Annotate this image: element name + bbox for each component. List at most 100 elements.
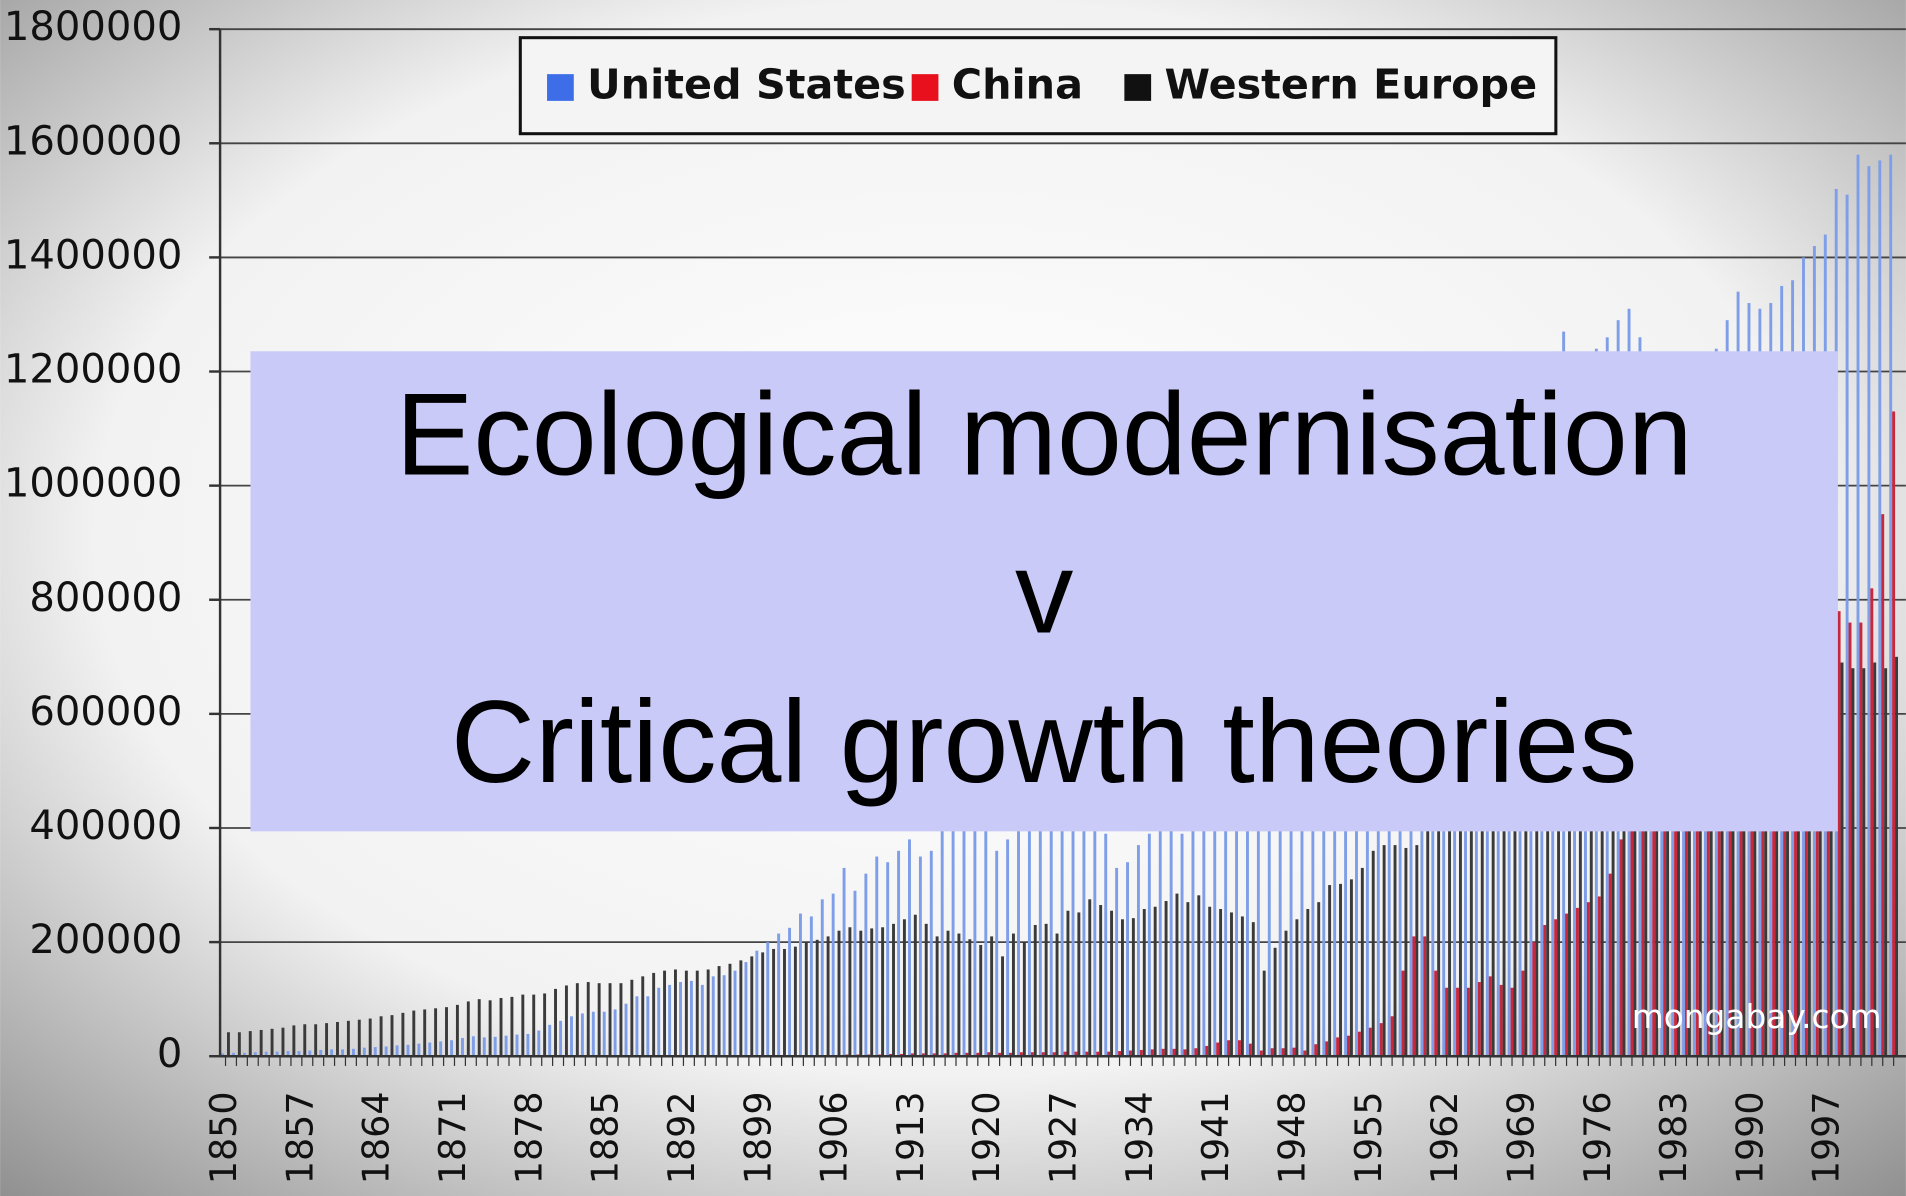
bar [804,942,808,1057]
bar [1546,685,1550,1057]
bar [1128,1050,1132,1057]
bar [924,923,928,1057]
bar [1401,970,1405,1057]
x-tick-label: 1934 [1118,1091,1161,1184]
bar [1586,902,1590,1057]
bar [1248,1043,1252,1057]
bar [1289,702,1293,1057]
legend-swatch [1124,74,1152,101]
bar [1565,913,1569,1057]
bar [820,899,824,1057]
bar [864,873,868,1057]
bar [1328,885,1332,1057]
bar [1878,160,1882,1057]
bar [1216,1042,1220,1057]
bar [1543,924,1547,1057]
bar [1706,742,1710,1057]
bar [482,1037,486,1057]
bar [1292,1047,1296,1057]
bar [1633,633,1637,1057]
bar [1420,611,1424,1057]
x-tick-label: 1864 [355,1091,398,1184]
bar [870,928,874,1057]
bar [1764,662,1768,1057]
bar [1104,833,1108,1057]
bar [815,939,819,1057]
bar [1376,633,1380,1057]
bar [613,1009,617,1057]
bar [1006,839,1010,1057]
bar [602,1011,606,1057]
bar [1360,867,1364,1057]
bar [908,839,911,1057]
bar [286,1051,290,1057]
bar [1153,906,1157,1057]
legend-label: China [952,61,1083,109]
bar [1619,839,1623,1057]
x-tick-label: 1990 [1728,1091,1771,1184]
bar [270,1028,274,1057]
bar [777,933,781,1057]
bar [1655,662,1659,1057]
bar [1510,987,1514,1057]
bar [226,1032,230,1057]
bar [1164,901,1168,1057]
bar [1448,805,1451,1057]
bar [1303,1050,1307,1057]
bar [1147,833,1151,1057]
bar [1115,867,1119,1057]
bar [1786,673,1789,1057]
bar [1270,1048,1274,1057]
x-tick-label: 1976 [1576,1091,1619,1184]
bar [1281,1048,1285,1057]
x-tick-label: 1850 [202,1091,245,1184]
bar [1477,982,1481,1057]
bar [783,948,786,1057]
bar [253,1052,257,1057]
bar [1884,668,1888,1057]
bar [954,1052,958,1057]
bar [570,1016,573,1057]
bar [875,856,879,1057]
bar [1262,970,1266,1057]
bar [809,916,813,1057]
bar [1099,905,1103,1057]
bar [477,999,481,1057]
bar [1060,793,1064,1057]
bar [1357,1031,1361,1057]
bar [1180,833,1184,1057]
bar [1750,685,1754,1057]
bar [351,1048,355,1057]
bar [1240,916,1244,1057]
bar [499,998,503,1057]
bar [1739,691,1743,1057]
bar [543,993,547,1057]
overlay-title: Critical growth theories [451,676,1638,807]
bar [1333,679,1337,1057]
bar [1197,895,1201,1057]
bar [679,982,682,1057]
bar [1339,883,1342,1057]
bar [1807,668,1811,1057]
bar [504,1035,508,1057]
bar [995,850,999,1057]
x-tick-label: 1997 [1805,1091,1848,1184]
bar [1674,805,1678,1057]
bar [575,983,579,1057]
bar [1224,759,1228,1057]
bar [1230,912,1233,1057]
x-tick-label: 1871 [431,1091,474,1184]
bar [1695,759,1699,1057]
overlay-title: Ecological modernisation [396,368,1693,499]
overlay-title: v [1015,526,1073,657]
bar [554,988,557,1057]
bar [998,1052,1002,1057]
bar [674,969,677,1057]
bar [597,983,601,1057]
bar [314,1024,318,1057]
y-tick-label: 0 [157,1031,183,1077]
bar [417,1043,421,1057]
bar [1202,793,1206,1057]
x-tick-label: 1899 [736,1091,779,1184]
bar [1208,906,1212,1057]
